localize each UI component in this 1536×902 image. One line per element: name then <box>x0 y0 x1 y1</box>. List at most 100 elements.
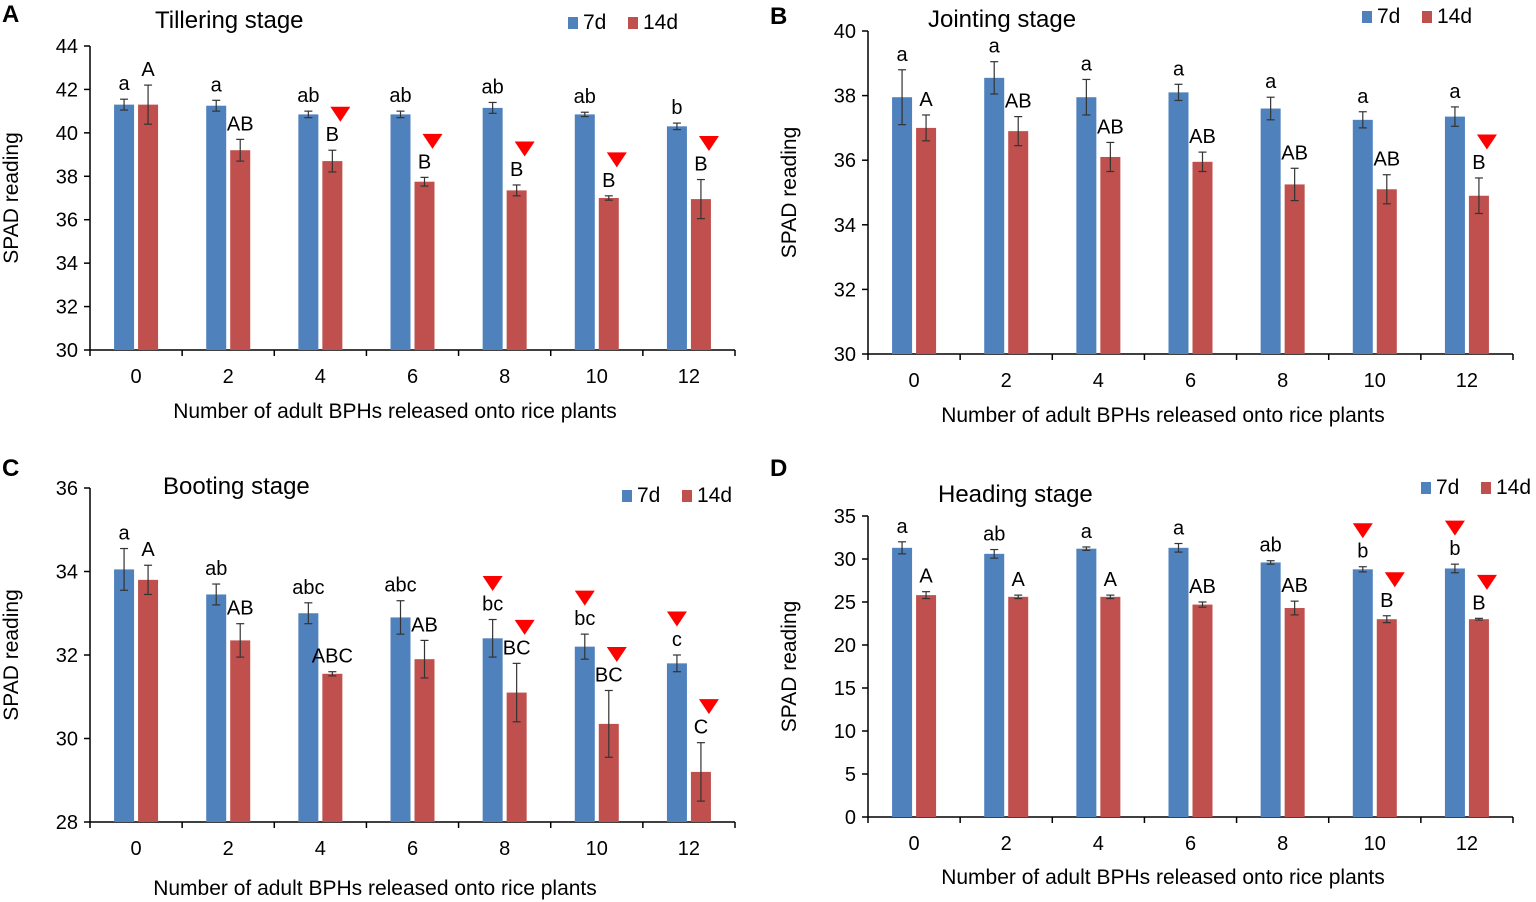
panel-b: B Jointing stage 30 32 34 36 38 40 Number of adu… <box>768 0 1536 451</box>
y-tick-label: 25 <box>834 592 856 614</box>
significance-marker <box>482 576 503 592</box>
bar-7d-8 <box>1260 562 1281 817</box>
x-tick-label: 10 <box>1364 833 1386 855</box>
x-tick-label: 0 <box>909 833 920 855</box>
legend-label-7d: 7d <box>1436 476 1459 499</box>
bar-7d-2 <box>206 105 227 350</box>
bar-14d-8 <box>506 692 527 822</box>
legend-label-14d: 14d <box>1496 476 1531 499</box>
bar-7d-12 <box>1444 568 1465 817</box>
significance-letter: A <box>1012 569 1026 591</box>
significance-letter: ab <box>574 86 596 108</box>
significance-marker <box>514 141 535 157</box>
x-tick-label: 4 <box>1093 833 1104 855</box>
y-tick-label: 32 <box>56 297 78 319</box>
significance-marker <box>666 611 687 627</box>
significance-letter: A <box>141 539 155 561</box>
significance-letter: AB <box>1189 576 1216 598</box>
y-tick-label: 34 <box>56 253 78 275</box>
bar-7d-6 <box>1168 547 1189 817</box>
significance-letter: A <box>141 59 155 81</box>
panel-label: C <box>2 455 19 482</box>
x-axis-label: Number of adult BPHs released onto rice … <box>153 877 597 900</box>
bar-7d-12 <box>1444 116 1465 354</box>
significance-letter: b <box>671 97 682 119</box>
bar-7d-6 <box>1168 92 1189 355</box>
bar-14d-2 <box>1008 596 1029 817</box>
significance-letter: AB <box>1005 91 1032 113</box>
legend-label-14d: 14d <box>643 11 678 34</box>
bar-14d-4 <box>1100 596 1121 817</box>
significance-marker <box>1476 134 1497 150</box>
x-tick-label: 6 <box>1185 370 1196 392</box>
legend-label-7d: 7d <box>637 484 660 507</box>
bar-7d-2 <box>206 594 227 822</box>
x-tick-label: 12 <box>1456 833 1478 855</box>
bar-7d-2 <box>984 77 1005 355</box>
significance-letter: B <box>1380 590 1393 612</box>
significance-letter: ab <box>1260 535 1282 557</box>
legend-swatch-14d <box>1481 482 1491 494</box>
significance-letter: AB <box>1373 149 1400 171</box>
bar-14d-12 <box>1468 619 1489 817</box>
panel-label: A <box>2 1 19 28</box>
x-tick-label: 6 <box>1185 833 1196 855</box>
significance-marker <box>606 646 627 662</box>
bar-14d-8 <box>506 190 527 350</box>
panel-c: C Booting stage 28 30 32 34 36 Number of adult … <box>0 451 768 902</box>
y-axis-label: SPAD reading <box>778 601 801 733</box>
bar-7d-6 <box>390 114 411 351</box>
x-tick-label: 2 <box>223 366 234 388</box>
bar-7d-0 <box>114 104 135 350</box>
significance-letter: AB <box>1097 116 1124 138</box>
chart-title: Tillering stage <box>155 7 304 34</box>
y-tick-label: 38 <box>56 166 78 188</box>
x-tick-label: 6 <box>407 366 418 388</box>
bar-14d-0 <box>138 104 159 350</box>
significance-letter: b <box>1357 541 1368 563</box>
bar-14d-4 <box>322 161 343 350</box>
bar-7d-4 <box>298 114 319 351</box>
bar-14d-6 <box>414 181 435 350</box>
y-tick-label: 44 <box>56 36 78 58</box>
y-tick-label: 15 <box>834 678 856 700</box>
significance-letter: a <box>1081 521 1093 543</box>
significance-marker <box>574 590 595 606</box>
x-tick-label: 8 <box>1277 370 1288 392</box>
bar-7d-4 <box>298 613 319 822</box>
bar-14d-12 <box>1468 195 1489 354</box>
significance-letter: a <box>1449 81 1461 103</box>
bar-14d-12 <box>690 199 711 350</box>
significance-letter: c <box>672 629 682 651</box>
y-tick-label: 5 <box>845 764 856 786</box>
y-tick-label: 38 <box>834 86 856 108</box>
y-tick-label: 36 <box>56 210 78 232</box>
significance-letter: C <box>694 717 708 739</box>
x-tick-label: 2 <box>1001 370 1012 392</box>
bar-7d-0 <box>114 569 135 822</box>
x-tick-label: 6 <box>407 838 418 860</box>
y-tick-label: 35 <box>834 506 856 528</box>
significance-marker <box>1352 523 1373 539</box>
y-tick-label: 30 <box>834 344 856 366</box>
significance-letter: a <box>989 36 1001 58</box>
y-tick-label: 42 <box>56 79 78 101</box>
significance-letter: a <box>1081 53 1093 75</box>
significance-letter: bc <box>482 594 503 616</box>
significance-letter: b <box>1449 538 1460 560</box>
x-tick-label: 12 <box>1456 370 1478 392</box>
legend-label-14d: 14d <box>697 484 732 507</box>
significance-letter: AB <box>1281 142 1308 164</box>
significance-letter: a <box>1357 86 1369 108</box>
significance-letter: a <box>119 73 131 95</box>
y-axis-label: SPAD reading <box>0 589 23 721</box>
x-tick-label: 8 <box>499 366 510 388</box>
y-tick-label: 20 <box>834 635 856 657</box>
bar-14d-4 <box>322 673 343 822</box>
bar-7d-2 <box>984 553 1005 817</box>
bar-7d-0 <box>892 97 913 354</box>
bar-14d-0 <box>916 127 937 355</box>
x-axis-label: Number of adult BPHs released onto rice … <box>941 866 1385 889</box>
